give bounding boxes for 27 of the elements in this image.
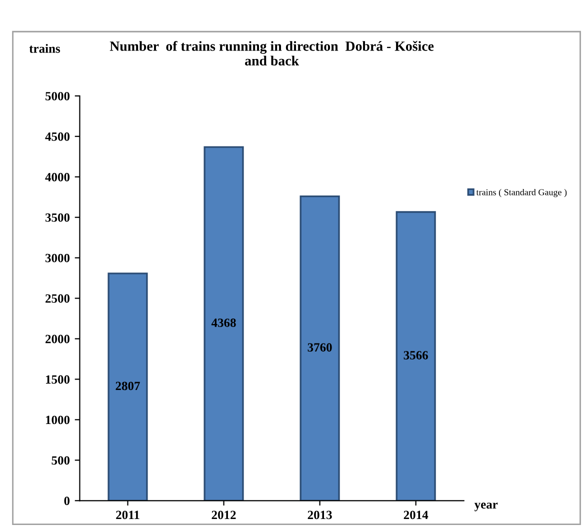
x-axis-title: year: [474, 502, 498, 512]
x-tick-label: 2012: [212, 510, 236, 520]
y-tick-label: 500: [52, 456, 70, 465]
x-tick-label: 2011: [116, 510, 140, 520]
data-label: 2807: [116, 382, 140, 390]
y-tick-label: 4000: [45, 172, 70, 182]
x-tick-label: 2013: [308, 510, 332, 520]
y-tick-label: 5000: [46, 92, 70, 100]
data-label: 3760: [308, 343, 332, 352]
y-tick-label: 3500: [45, 213, 70, 222]
bar: [396, 211, 436, 501]
chart-title: Number of trains running in direction Dobrá - Košice and back: [110, 40, 434, 66]
y-tick-label: 3000: [45, 254, 70, 262]
bar: [204, 146, 244, 501]
y-tick-label: 4500: [45, 132, 70, 141]
data-label: 4368: [211, 318, 236, 327]
y-tick-label: 1000: [46, 416, 70, 424]
legend-label: trains ( Standard Gauge ): [476, 188, 567, 198]
y-axis-title: trains: [29, 44, 60, 53]
y-tick-label: 0: [64, 496, 70, 506]
bar: [300, 195, 340, 501]
y-tick-label: 1500: [46, 375, 70, 384]
data-label: 3566: [404, 351, 428, 360]
x-tick-label: 2014: [404, 510, 428, 520]
bar: [108, 272, 148, 501]
y-tick-label: 2500: [46, 294, 70, 303]
y-tick-label: 2000: [46, 334, 70, 344]
